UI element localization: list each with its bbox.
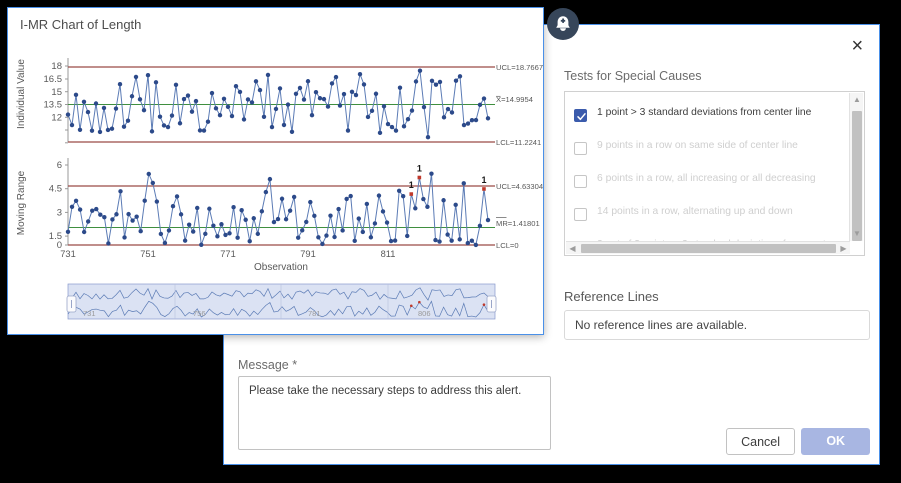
svg-text:MR=1.41801: MR=1.41801 [496,219,540,228]
svg-text:771: 771 [220,249,236,259]
svg-text:LCL=0: LCL=0 [496,241,519,250]
svg-text:1: 1 [417,164,422,174]
svg-text:16.5: 16.5 [44,74,63,85]
svg-text:806: 806 [418,309,431,318]
svg-text:LCL=11.2241: LCL=11.2241 [496,138,541,147]
svg-text:1: 1 [409,180,414,190]
svg-text:6: 6 [57,160,62,171]
svg-text:791: 791 [300,249,316,259]
svg-text:18: 18 [51,61,62,72]
svg-text:Moving Range: Moving Range [16,170,27,235]
svg-text:Individual Value: Individual Value [16,59,27,129]
svg-text:731: 731 [60,249,76,259]
svg-text:756: 756 [193,309,206,318]
svg-text:13.5: 13.5 [44,100,63,111]
svg-text:731: 731 [83,309,96,318]
svg-text:3: 3 [57,207,62,218]
svg-text:12: 12 [51,113,62,124]
svg-text:811: 811 [381,249,396,259]
svg-text:X=14.9954: X=14.9954 [496,95,533,104]
svg-text:UCL=18.7667: UCL=18.7667 [496,63,543,72]
svg-text:751: 751 [140,249,156,259]
svg-text:15: 15 [51,87,62,98]
svg-text:1: 1 [481,175,486,185]
svg-text:UCL=4.63304: UCL=4.63304 [496,182,543,191]
svg-text:4.5: 4.5 [49,184,62,195]
svg-text:Observation: Observation [254,262,308,273]
svg-text:781: 781 [308,309,321,318]
